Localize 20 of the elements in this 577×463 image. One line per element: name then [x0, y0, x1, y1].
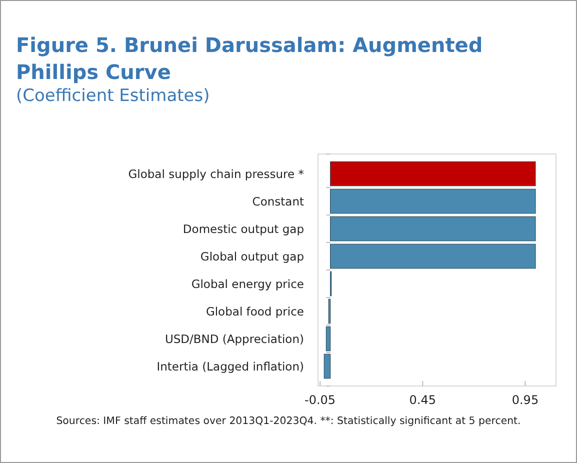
y-tick-label: Constant — [252, 194, 304, 208]
bar — [330, 216, 536, 242]
y-tick-label: Domestic output gap — [182, 222, 304, 236]
x-tick-label: -0.05 — [304, 393, 336, 407]
y-tick-label: Global output gap — [200, 249, 304, 264]
x-tick-label: 0.95 — [512, 393, 539, 407]
x-tick-label: 0.45 — [409, 393, 436, 407]
y-tick-label: Global supply chain pressure * — [128, 166, 304, 181]
bar — [326, 326, 331, 352]
bar — [324, 354, 331, 379]
y-tick-label: Intertia (Lagged inflation) — [156, 359, 304, 374]
bar — [330, 244, 536, 269]
bar — [330, 188, 536, 214]
text: (Coefficient Estimates) — [16, 86, 210, 106]
source-note: Sources: IMF staff estimates over 2013Q1-2023Q4. **: Statistically significant at 5 percent. — [56, 416, 521, 427]
y-tick-label: Global energy price — [191, 276, 304, 291]
bar — [330, 161, 536, 186]
y-tick-label: Global food price — [206, 304, 304, 318]
y-tick-label: USD/BND (Appreciation) — [164, 332, 304, 346]
chart-title: Figure 5. Brunei Darussalam: Augmented Phillips Curve — [16, 33, 483, 84]
